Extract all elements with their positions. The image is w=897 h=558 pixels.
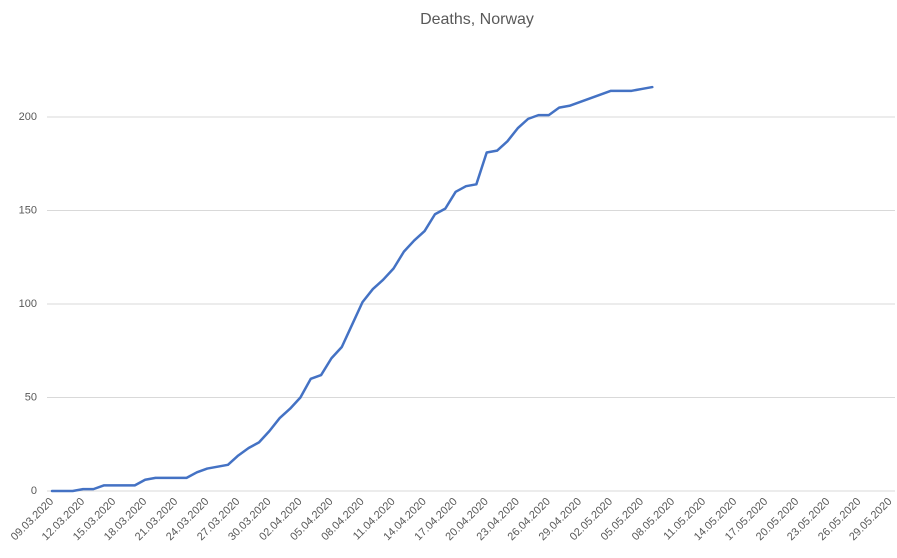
y-tick-label: 0: [31, 485, 37, 497]
data-line: [50, 85, 654, 493]
y-tick-label: 50: [25, 391, 37, 403]
y-tick-label: 100: [19, 298, 37, 310]
y-tick-label: 150: [19, 204, 37, 216]
chart-title: Deaths, Norway: [420, 11, 534, 28]
y-tick-label: 200: [19, 111, 37, 123]
